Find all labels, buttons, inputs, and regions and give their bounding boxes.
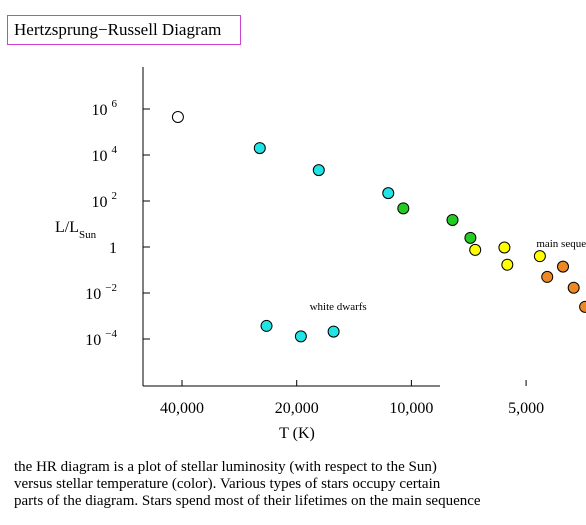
y-tick-label: 1 <box>109 240 117 257</box>
caption: the HR diagram is a plot of stellar lumi… <box>14 459 584 510</box>
x-tick-label: 5,000 <box>508 400 544 417</box>
star-point-yellow <box>498 241 511 254</box>
y-ticks: 10 6 10 4 10 2 1 10 −2 10 −4 <box>85 98 150 349</box>
y-axis-label-subscript: Sun <box>79 229 97 241</box>
y-tick-base: 10 <box>92 148 108 165</box>
star-point-green <box>446 213 459 226</box>
star-point-orange <box>579 300 586 313</box>
y-axis-label: L/LSun <box>55 219 97 241</box>
star-point-orange <box>557 260 569 273</box>
y-tick-exponent: −2 <box>105 282 117 294</box>
y-tick-exponent: 2 <box>112 190 118 202</box>
caption-line-2: versus stellar temperature (color). Vari… <box>14 476 441 492</box>
x-axis-label: T (K) <box>279 425 315 442</box>
x-tick-label: 10,000 <box>389 400 433 417</box>
star-point-cyan <box>294 330 307 343</box>
star-point-cyan <box>260 319 273 332</box>
svg-text:L/LSun: L/LSun <box>55 219 97 241</box>
star-point-green <box>464 231 477 244</box>
star-point-yellow <box>469 243 482 256</box>
y-tick-base: 10 <box>92 194 108 211</box>
diagram-title: Hertzsprung−Russell Diagram <box>7 15 241 45</box>
y-tick-label: 10 4 <box>92 144 118 165</box>
star-point-green <box>397 202 410 215</box>
star-point-cyan <box>312 164 325 177</box>
star-point-yellow <box>533 250 546 263</box>
y-tick-label: 10 −2 <box>85 282 117 303</box>
star-point-white <box>171 110 184 123</box>
x-tick-label: 20,000 <box>275 400 319 417</box>
y-tick-label: 10 2 <box>92 190 118 211</box>
annotations: red giantsmain sequencewhite dwarfs <box>310 238 586 313</box>
caption-line-1: the HR diagram is a plot of stellar lumi… <box>14 459 437 475</box>
annotation-label: main sequence <box>536 238 586 250</box>
star-point-cyan <box>253 142 266 155</box>
y-tick-label: 10 −4 <box>85 328 117 349</box>
annotation-label: white dwarfs <box>310 301 367 313</box>
y-tick-label: 10 6 <box>92 98 118 119</box>
y-tick-base: 10 <box>85 332 101 349</box>
star-point-orange <box>567 281 580 294</box>
y-tick-base: 10 <box>92 102 108 119</box>
stars <box>171 110 586 343</box>
axes <box>142 67 440 387</box>
y-tick-exponent: −4 <box>105 328 117 340</box>
hr-diagram: 10 6 10 4 10 2 1 10 −2 10 −4 40,000 20,000 10,000 5,0… <box>55 67 586 442</box>
star-point-cyan <box>327 325 340 338</box>
x-tick-label: 40,000 <box>160 400 204 417</box>
star-point-orange <box>541 270 554 283</box>
y-tick-exponent: 6 <box>112 98 118 110</box>
y-tick-base: 10 <box>85 286 101 303</box>
star-point-yellow <box>501 258 514 271</box>
star-point-cyan <box>382 187 395 200</box>
y-axis-label-main: L/L <box>55 219 79 236</box>
y-tick-base: 1 <box>109 240 117 257</box>
caption-line-3: parts of the diagram. Stars spend most o… <box>14 493 481 509</box>
y-tick-exponent: 4 <box>112 144 118 156</box>
